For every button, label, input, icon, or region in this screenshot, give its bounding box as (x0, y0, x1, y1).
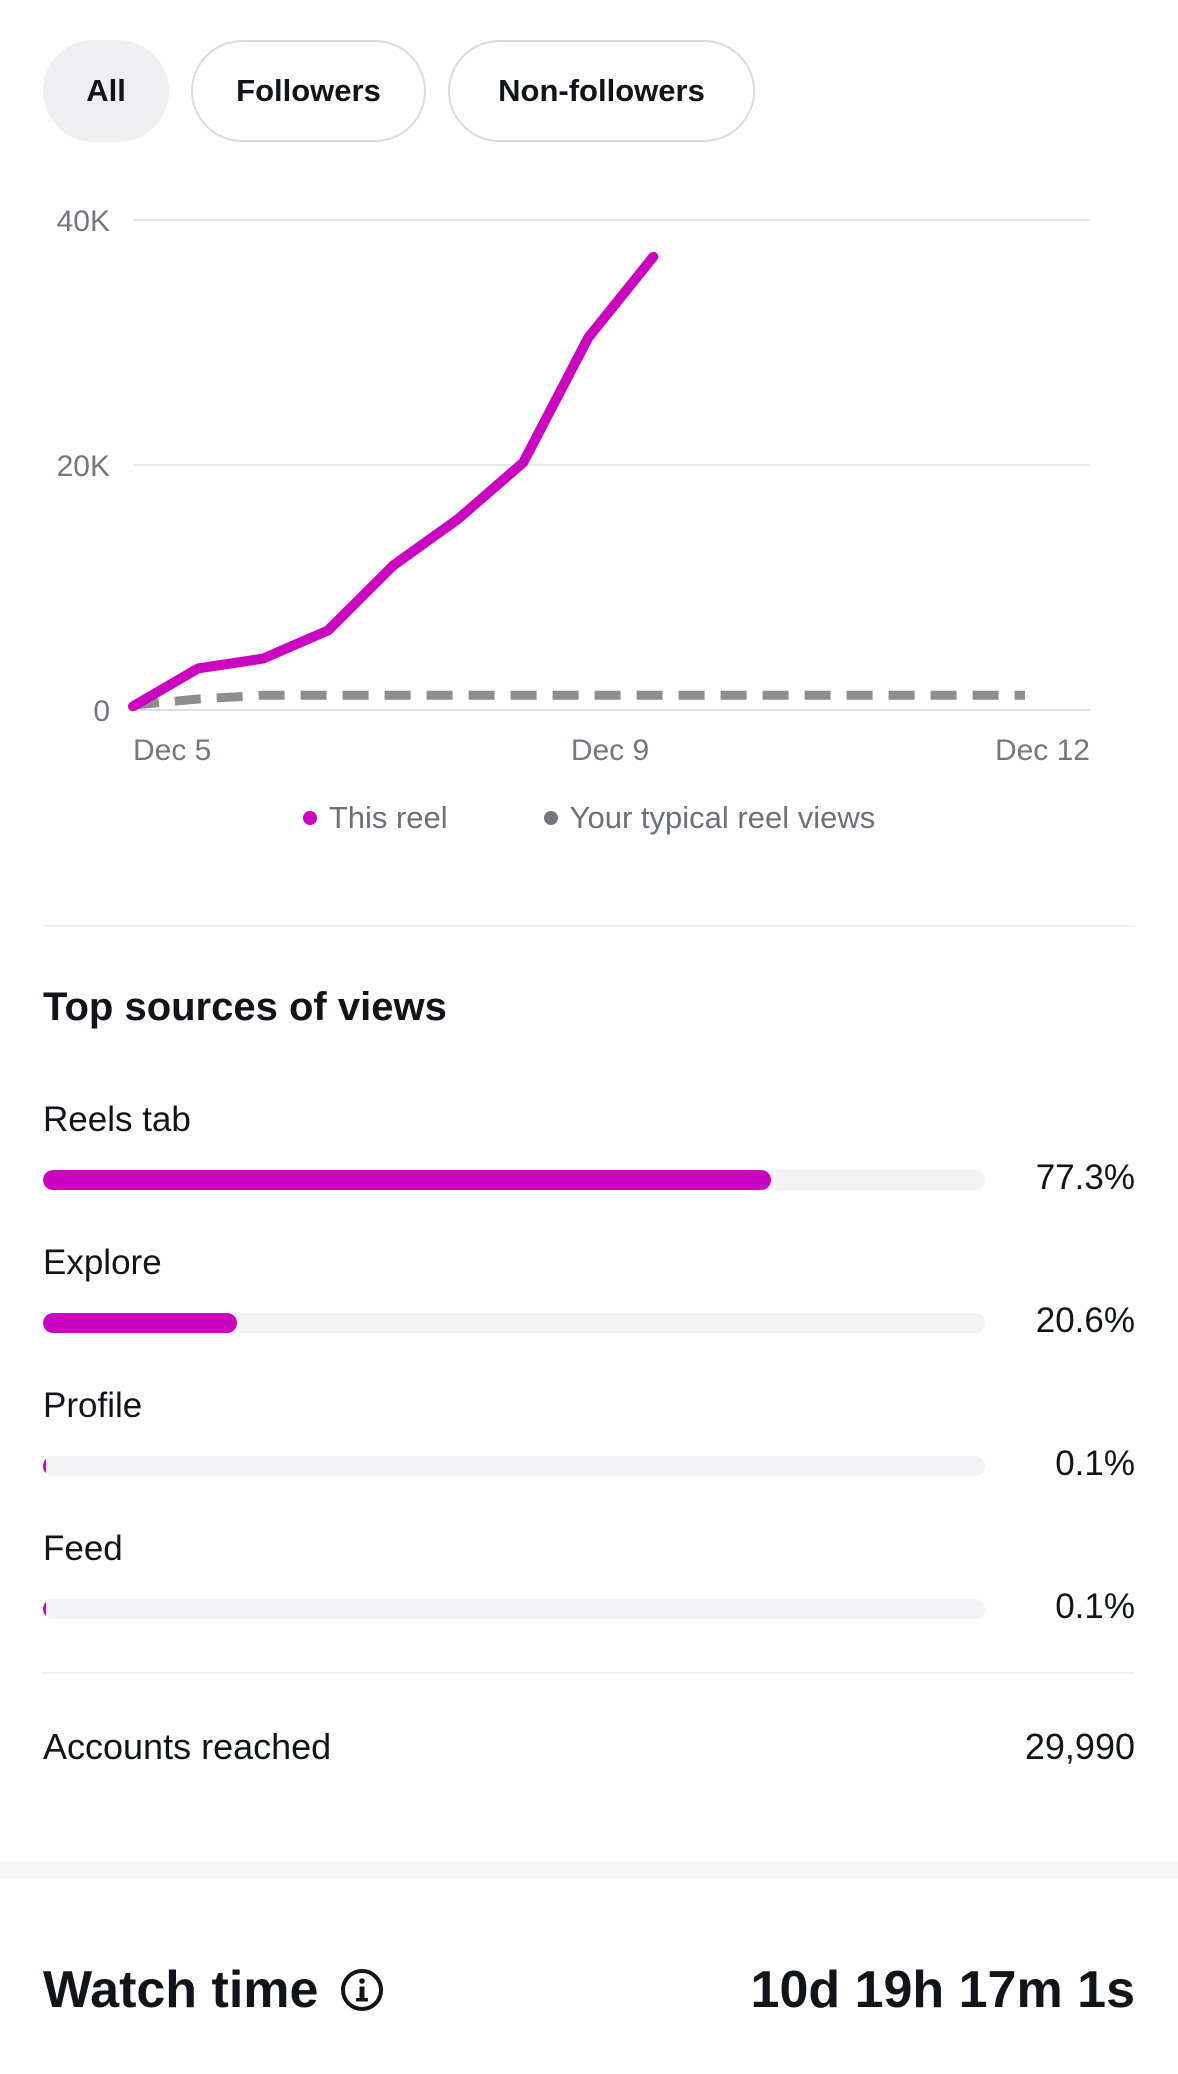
x-tick-label: Dec 12 (995, 734, 1090, 767)
filter-chip-followers[interactable]: Followers (191, 40, 426, 142)
x-tick-label: Dec 5 (133, 734, 211, 767)
chart-svg: 40K 20K 0 Dec 5 Dec 9 Dec 12 (57, 205, 1090, 767)
source-bar-fill (43, 1599, 46, 1619)
source-bar-fill (43, 1313, 238, 1333)
x-tick-label: Dec 9 (571, 734, 649, 767)
chart-legend: This reel Your typical reel views (0, 800, 1178, 836)
source-bar-track (43, 1456, 985, 1476)
watch-time-heading: Watch time (43, 1960, 384, 2020)
source-bar-track (43, 1313, 985, 1333)
source-label: Profile (43, 1386, 143, 1425)
source-percentage: 77.3% (1035, 1158, 1135, 1197)
legend-item-this-reel: This reel (302, 800, 448, 836)
accounts-reached-value: 29,990 (1024, 1726, 1135, 1767)
y-tick-label: 20K (57, 450, 110, 483)
section-divider (43, 1672, 1135, 1674)
source-bar-track (43, 1599, 985, 1619)
series-line-typical-views (132, 690, 1025, 710)
legend-dot-this-reel (302, 811, 317, 825)
source-row-reels-tab: Reels tab 77.3% (43, 1100, 1135, 1210)
source-label: Explore (43, 1243, 162, 1282)
source-row-profile: Profile 0.1% (43, 1386, 1135, 1496)
section-divider (43, 925, 1135, 927)
legend-label-typical-views: Your typical reel views (569, 800, 876, 835)
legend-dot-typical-views (543, 811, 558, 825)
accounts-reached-label: Accounts reached (43, 1726, 332, 1767)
sources-title: Top sources of views (43, 985, 447, 1029)
source-bar-fill (43, 1170, 772, 1190)
views-line-chart: 40K 20K 0 Dec 5 Dec 9 Dec 12 (0, 190, 1178, 870)
source-percentage: 0.1% (1055, 1444, 1135, 1483)
filter-chip-non-followers[interactable]: Non-followers (448, 40, 755, 142)
legend-label-this-reel: This reel (328, 800, 448, 835)
source-label: Reels tab (43, 1100, 191, 1139)
watch-time-value: 10d 19h 17m 1s (750, 1961, 1135, 2019)
info-icon[interactable] (340, 1968, 384, 2012)
source-percentage: 0.1% (1055, 1587, 1135, 1626)
source-row-explore: Explore 20.6% (43, 1243, 1135, 1353)
watch-time-label: Watch time (43, 1961, 319, 2019)
audience-filter-chips: All Followers Non-followers (43, 40, 755, 142)
source-label: Feed (43, 1529, 123, 1568)
source-bar-fill (43, 1456, 46, 1476)
source-percentage: 20.6% (1035, 1301, 1135, 1340)
y-tick-label: 0 (93, 695, 110, 728)
y-tick-label: 40K (57, 205, 110, 238)
series-line-this-reel (128, 251, 659, 712)
source-bar-track (43, 1170, 985, 1190)
source-row-feed: Feed 0.1% (43, 1529, 1135, 1639)
filter-chip-all[interactable]: All (43, 40, 169, 142)
legend-item-typical-views: Your typical reel views (543, 800, 876, 836)
section-separator-band (0, 1862, 1178, 1878)
